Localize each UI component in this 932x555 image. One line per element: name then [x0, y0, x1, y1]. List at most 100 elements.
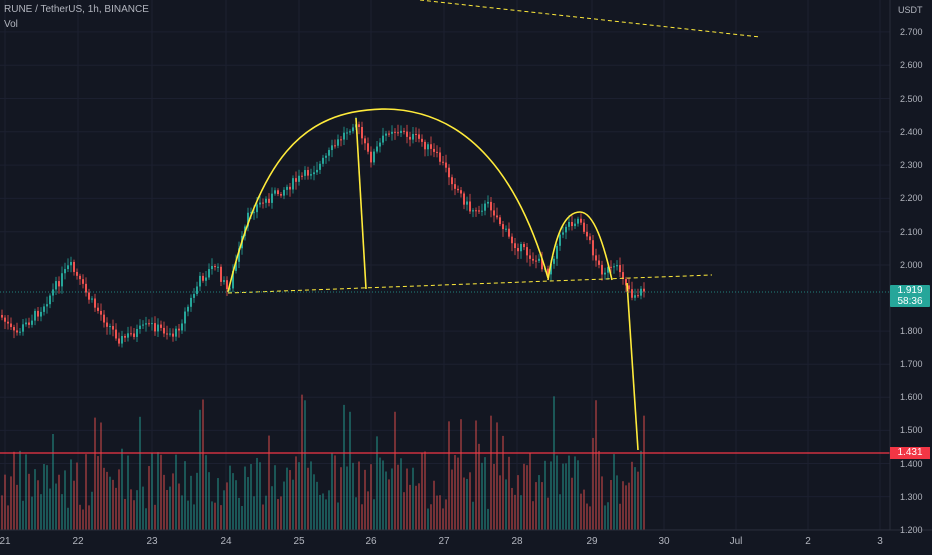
- candle-body: [286, 186, 288, 190]
- volume-bar: [295, 456, 297, 530]
- candle-body: [307, 170, 309, 176]
- candle-body: [28, 322, 30, 325]
- volume-bar: [76, 462, 78, 530]
- candle-body: [52, 289, 54, 296]
- candle-body: [64, 269, 66, 274]
- candle-body: [91, 298, 93, 300]
- candle-body: [61, 273, 63, 287]
- volume-bar: [601, 476, 603, 530]
- candle-body: [352, 127, 354, 132]
- volume-bar: [154, 504, 156, 530]
- volume-bar: [337, 502, 339, 530]
- candle-body: [82, 279, 84, 284]
- bar-countdown: 58:36: [897, 296, 923, 307]
- candle-body: [529, 255, 531, 259]
- candle-body: [433, 148, 435, 152]
- price-tick-label: 2.400: [900, 126, 923, 137]
- volume-bar: [13, 451, 15, 530]
- volume-bar: [169, 486, 171, 530]
- candle-body: [424, 141, 426, 150]
- volume-bar: [88, 505, 90, 530]
- volume-bar: [577, 460, 579, 530]
- volume-bars: [1, 394, 645, 530]
- volume-bar: [493, 463, 495, 530]
- candle-body: [181, 323, 183, 331]
- volume-bar: [202, 399, 204, 530]
- volume-bar: [208, 472, 210, 530]
- candle-body: [469, 201, 471, 212]
- candle-body: [619, 265, 621, 273]
- volume-bar: [268, 435, 270, 530]
- candle-body: [259, 202, 261, 205]
- volume-bar: [130, 489, 132, 530]
- volume-bar: [358, 461, 360, 530]
- volume-bar: [448, 421, 450, 530]
- candle-body: [160, 324, 162, 328]
- volume-bar: [367, 491, 369, 530]
- volume-bar: [610, 480, 612, 530]
- volume-bar: [535, 482, 537, 530]
- price-tick-label: 1.800: [900, 326, 923, 337]
- head-drop-line: [355, 117, 367, 290]
- candle-body: [148, 323, 150, 325]
- volume-indicator-label[interactable]: Vol: [4, 19, 18, 30]
- candle-body: [412, 134, 414, 140]
- price-tick-label: 2.200: [900, 193, 923, 204]
- candle-body: [448, 167, 450, 178]
- price-tick-label: 1.500: [900, 425, 923, 436]
- volume-bar: [421, 453, 423, 530]
- candle-body: [637, 295, 639, 297]
- volume-bar: [442, 508, 444, 530]
- volume-bar: [520, 495, 522, 530]
- volume-bar: [112, 479, 114, 530]
- volume-bar: [619, 503, 621, 530]
- candle-body: [418, 134, 420, 139]
- volume-bar: [370, 464, 372, 530]
- volume-bar: [451, 469, 453, 530]
- volume-bar: [484, 457, 486, 530]
- candle-body: [130, 333, 132, 335]
- volume-bar: [592, 437, 594, 530]
- volume-bar: [397, 464, 399, 530]
- candle-body: [643, 288, 645, 292]
- volume-bar: [316, 481, 318, 530]
- candle-body: [400, 130, 402, 133]
- volume-bar: [280, 496, 282, 530]
- time-tick-label: 21: [0, 536, 11, 547]
- candle-body: [415, 134, 417, 136]
- candle-body: [373, 151, 375, 163]
- volume-bar: [106, 471, 108, 530]
- volume-bar: [139, 416, 141, 530]
- candle-body: [517, 248, 519, 252]
- time-tick-label: 25: [293, 536, 305, 547]
- volume-bar: [163, 474, 165, 530]
- volume-bar: [628, 482, 630, 530]
- candle-body: [565, 226, 567, 233]
- candle-body: [187, 306, 189, 312]
- candle-body: [271, 193, 273, 203]
- candle-body: [580, 218, 582, 223]
- symbol-title[interactable]: RUNE / TetherUS, 1h, BINANCE: [4, 4, 149, 15]
- candle-body: [601, 264, 603, 275]
- volume-bar: [34, 469, 36, 530]
- volume-bar: [70, 459, 72, 530]
- candle-body: [175, 328, 177, 337]
- volume-bar: [514, 494, 516, 530]
- volume-bar: [373, 499, 375, 530]
- candle-body: [79, 275, 81, 280]
- candle-body: [427, 144, 429, 150]
- candle-body: [442, 161, 444, 163]
- candle-body: [223, 280, 225, 282]
- candle-body: [217, 266, 219, 268]
- volume-bar: [325, 499, 327, 530]
- candle-body: [262, 202, 264, 204]
- candle-body: [403, 130, 405, 132]
- candle-body: [421, 138, 423, 142]
- candle-body: [100, 310, 102, 315]
- candle-body: [562, 232, 564, 235]
- volume-bar: [634, 467, 636, 530]
- volume-bar: [229, 465, 231, 530]
- volume-bar: [256, 457, 258, 530]
